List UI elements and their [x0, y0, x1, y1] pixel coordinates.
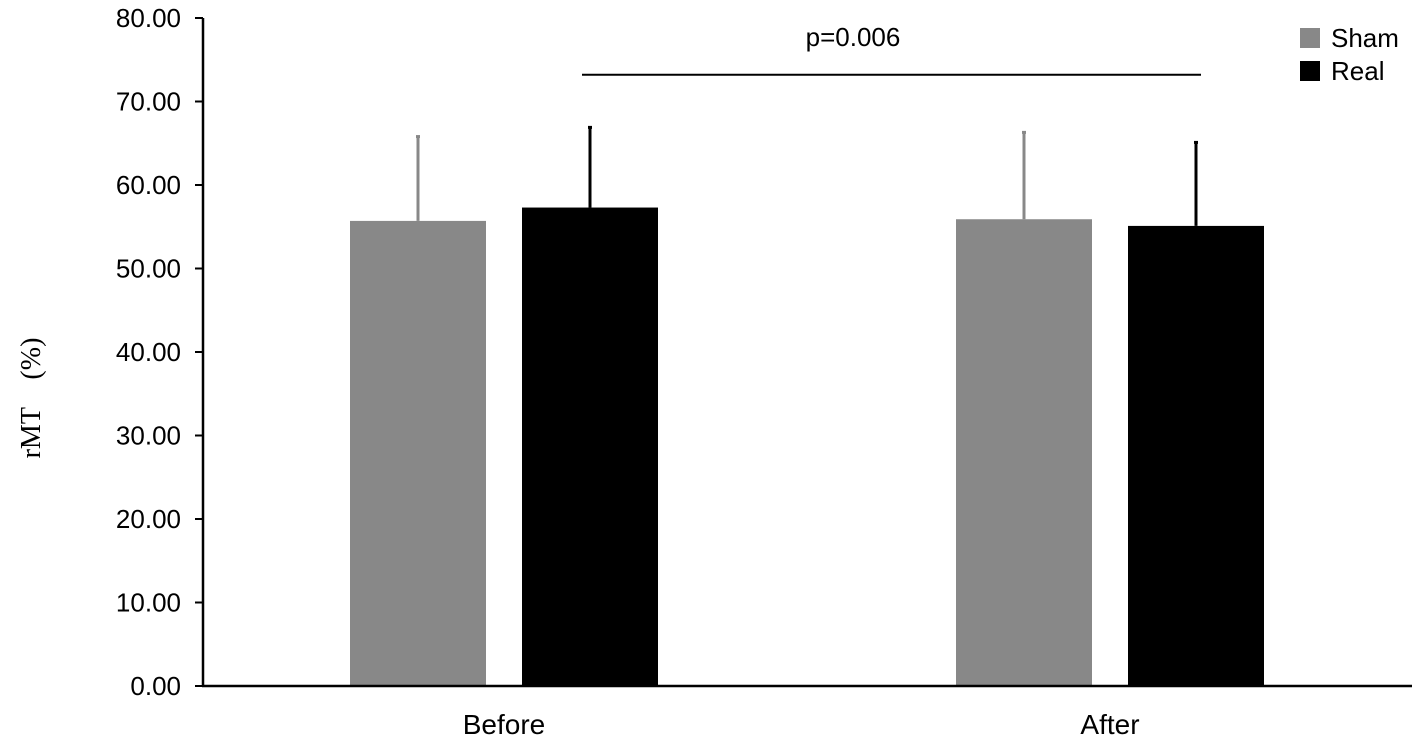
y-tick-label: 30.00	[116, 421, 181, 451]
y-axis-ticks: 0.00 10.00 20.00 30.00 40.00 50.00 60.00 70.00 8…	[116, 3, 203, 701]
bar-sham-before	[350, 220, 486, 686]
bar-real-after	[1128, 225, 1264, 687]
legend-swatch-sham	[1300, 28, 1320, 48]
error-bars	[416, 125, 1198, 226]
legend-label-real: Real	[1331, 56, 1384, 86]
y-tick-label: 70.00	[116, 87, 181, 117]
y-axis-label: rMT (%)	[16, 338, 47, 459]
legend-label-sham: Sham	[1331, 23, 1399, 53]
bars	[350, 207, 1264, 687]
bar-real-before	[522, 207, 658, 687]
y-tick-label: 60.00	[116, 170, 181, 200]
x-category-label: After	[1080, 709, 1139, 740]
x-axis-labels: Before After	[463, 709, 1140, 740]
y-tick-label: 20.00	[116, 504, 181, 534]
x-category-label: Before	[463, 709, 546, 740]
y-tick-label: 10.00	[116, 588, 181, 618]
y-tick-label: 80.00	[116, 3, 181, 33]
y-tick-label: 50.00	[116, 254, 181, 284]
y-tick-label: 40.00	[116, 337, 181, 367]
significance-label: p=0.006	[806, 22, 901, 52]
bar-sham-after	[956, 219, 1092, 687]
y-tick-label: 0.00	[130, 671, 181, 701]
legend-swatch-real	[1300, 61, 1320, 81]
